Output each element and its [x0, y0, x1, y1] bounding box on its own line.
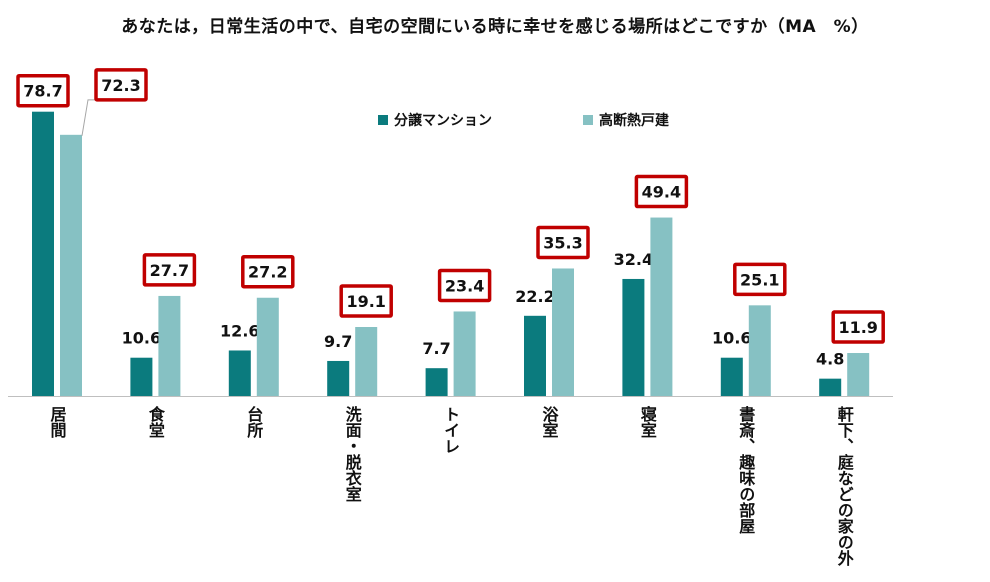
highlight-box — [241, 254, 295, 289]
data-label: 22.2 — [515, 287, 554, 306]
bar-series2 — [60, 134, 82, 396]
legend-swatch-series1 — [378, 115, 388, 125]
legend-label-series2: 高断熱戸建 — [599, 113, 669, 129]
data-label: 10.6 — [712, 329, 751, 348]
bar-series1 — [32, 111, 54, 396]
bar-series1 — [720, 357, 743, 396]
legend-swatch-series2 — [583, 115, 593, 125]
bar-series2 — [355, 327, 378, 396]
legend-label-series1: 分譲マンション — [394, 113, 492, 129]
legend-item-series1: 分譲マンション — [378, 110, 492, 130]
legend-item-series2: 高断熱戸建 — [583, 110, 669, 130]
category-label: 寝室 — [638, 405, 657, 438]
data-label: 23.4 — [445, 276, 484, 295]
data-label: 10.6 — [122, 329, 161, 348]
bar-series2 — [158, 295, 181, 396]
bar-series2 — [552, 268, 574, 396]
highlight-box — [142, 253, 197, 287]
bar-series1 — [228, 350, 251, 396]
category-label: トイレ — [441, 406, 460, 454]
data-label: 72.3 — [101, 76, 140, 95]
highlight-box — [733, 262, 787, 297]
bar-series1 — [425, 368, 448, 396]
data-label: 19.1 — [346, 292, 385, 311]
data-label: 7.7 — [422, 339, 450, 358]
category-label: 台所 — [244, 405, 263, 439]
bar-series2 — [847, 353, 870, 396]
data-label: 9.7 — [324, 332, 352, 351]
category-label: 洗面・脱衣室 — [343, 405, 362, 502]
category-label: 軒下、庭などの家の外 — [835, 405, 855, 567]
bar-series1 — [819, 378, 842, 396]
bar-series1 — [622, 278, 645, 396]
category-label: 食堂 — [146, 405, 166, 438]
highlight-box — [94, 68, 148, 102]
highlight-box — [16, 73, 70, 108]
data-label: 12.6 — [220, 321, 259, 340]
bar-series1 — [524, 315, 546, 396]
highlight-box — [437, 268, 492, 303]
data-label: 32.4 — [614, 250, 653, 269]
data-label: 25.1 — [740, 270, 779, 289]
bar-series2 — [453, 311, 476, 396]
highlight-box — [536, 225, 590, 260]
bar-series1 — [327, 360, 350, 396]
bar-series2 — [256, 297, 279, 396]
highlight-box — [831, 310, 885, 344]
bar-series2 — [748, 305, 771, 396]
chart-title: あなたは，日常生活の中で、自宅の空間にいる時に幸せを感じる場所はどこですか（MA… — [121, 17, 869, 37]
category-label: 居間 — [48, 406, 67, 439]
data-label: 4.8 — [816, 350, 844, 369]
label-leader-line — [81, 99, 96, 136]
category-label: 浴室 — [540, 405, 559, 438]
data-label: 78.7 — [23, 82, 62, 101]
data-label: 49.4 — [642, 183, 681, 202]
bar-series1 — [130, 357, 153, 396]
data-label: 27.7 — [150, 261, 189, 280]
data-label: 35.3 — [543, 233, 582, 252]
data-label: 11.9 — [838, 318, 877, 337]
bar-series2 — [650, 217, 673, 396]
highlight-box — [634, 174, 689, 209]
category-label: 書斎、趣味の部屋 — [736, 405, 756, 535]
data-label: 27.2 — [248, 263, 287, 282]
highlight-box — [339, 284, 393, 318]
